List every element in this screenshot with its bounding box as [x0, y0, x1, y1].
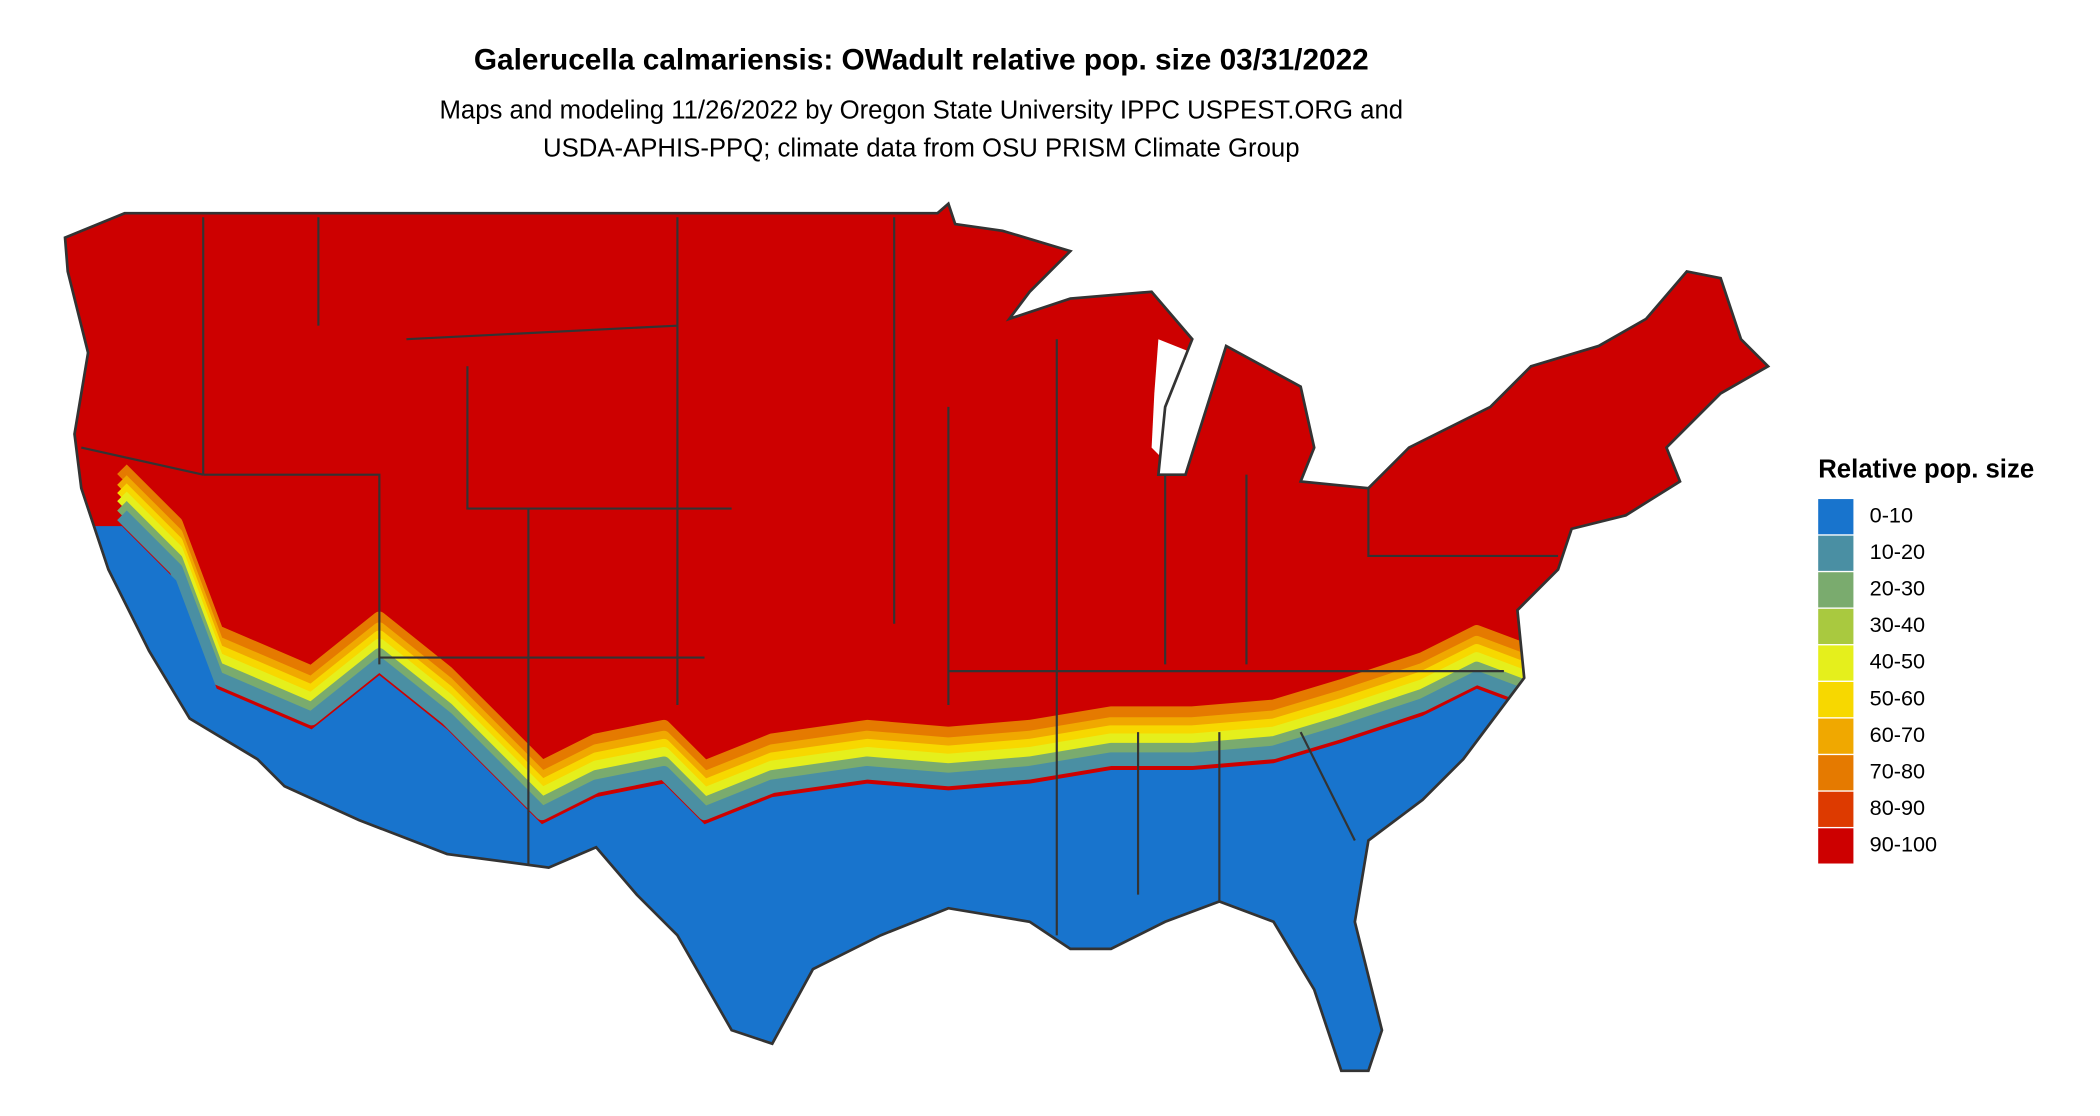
legend-swatch: [1818, 718, 1854, 754]
legend-swatch: [1818, 572, 1854, 608]
legend-swatch: [1818, 499, 1854, 535]
legend-label: 60-70: [1870, 722, 1925, 747]
legend-label: 20-30: [1870, 576, 1925, 601]
legend-label: 90-100: [1870, 832, 1937, 857]
legend-swatch: [1818, 645, 1854, 681]
legend-swatch: [1818, 828, 1854, 864]
state-border: [1299, 731, 1356, 841]
country-outline: [63, 201, 1771, 1073]
legend: Relative pop. size 0-10 10-20 20-30 30-40 40…: [1818, 455, 2034, 864]
legend-label: 80-90: [1870, 795, 1925, 820]
state-border: [203, 473, 381, 665]
region-band: [117, 464, 1534, 775]
legend-title: Relative pop. size: [1818, 455, 2034, 483]
legend-label: 70-80: [1870, 758, 1925, 783]
region-band: [117, 491, 1534, 802]
legend-swatch: [1818, 791, 1854, 827]
map-subtitle: USDA-APHIS-PPQ; climate data from OSU PR…: [543, 134, 1300, 162]
legend-label: 10-20: [1870, 539, 1925, 564]
map-area: [65, 203, 1769, 1071]
legend-swatch: [1818, 681, 1854, 718]
region-band: [117, 510, 1534, 821]
legend-label: 40-50: [1870, 649, 1925, 674]
legend-label: 0-10: [1870, 502, 1913, 527]
state-border: [1367, 488, 1559, 558]
legend-swatch: [1818, 608, 1854, 645]
map-title: Galerucella calmariensis: OWadult relati…: [474, 43, 1369, 76]
legend-label: 50-60: [1870, 685, 1925, 710]
state-border: [466, 366, 732, 510]
state-border: [406, 324, 678, 341]
map-subtitle: Maps and modeling 11/26/2022 by Oregon S…: [439, 96, 1403, 124]
region-band: [117, 501, 1534, 811]
legend-swatch: [1818, 755, 1854, 791]
legend-label: 30-40: [1870, 612, 1925, 637]
legend-swatch: [1818, 535, 1854, 571]
state-border: [81, 446, 204, 476]
